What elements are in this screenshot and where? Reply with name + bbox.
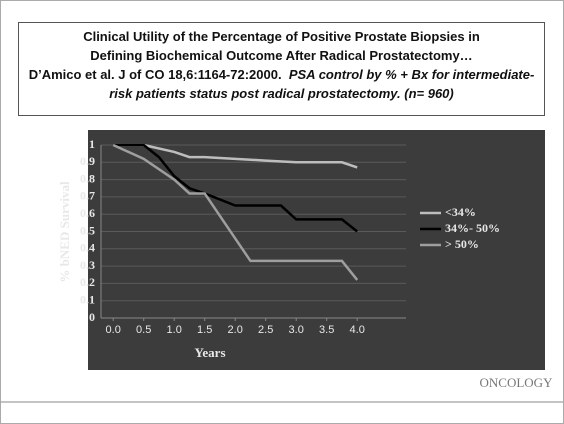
y-tick-label: 1 bbox=[89, 137, 95, 151]
y-tick-label: 0.4 bbox=[80, 241, 95, 255]
note: PSA control by % + Bx for intermediate-r… bbox=[109, 67, 535, 101]
y-tick-label: 0.5 bbox=[80, 223, 95, 237]
x-tick-label: 1.0 bbox=[167, 324, 182, 336]
series-line bbox=[112, 143, 359, 281]
y-axis-label: % bNED Survival bbox=[57, 181, 72, 283]
x-tick-label: 2.5 bbox=[258, 324, 273, 336]
y-tick-label: 0.8 bbox=[80, 171, 95, 185]
logo: ONCOLOGY bbox=[480, 375, 554, 390]
y-tick-label: 0.7 bbox=[80, 189, 95, 203]
y-tick-label: 0.9 bbox=[80, 154, 95, 168]
y-tick-label: 0 bbox=[89, 310, 95, 324]
legend-label: 34%- 50% bbox=[445, 221, 500, 235]
title-line: Clinical Utility of the Percentage of Po… bbox=[83, 29, 480, 44]
x-tick-label: 0.0 bbox=[106, 324, 121, 336]
subtitle: D’Amico et al. J of CO 18,6:1164-72:2000… bbox=[28, 67, 282, 82]
series-line bbox=[113, 143, 358, 169]
chart-panel bbox=[88, 130, 545, 370]
citation: D’Amico et al. J of CO 18,6:1164-72:2000… bbox=[19, 65, 544, 103]
x-tick-label: 0.5 bbox=[136, 324, 151, 336]
x-tick-label: 2.0 bbox=[228, 324, 243, 336]
x-tick-label: 1.5 bbox=[197, 324, 212, 336]
y-tick-label: 0.1 bbox=[80, 292, 95, 306]
x-tick-label: 3.0 bbox=[289, 324, 304, 336]
y-tick-label: 0.6 bbox=[80, 206, 95, 220]
legend-label: > 50% bbox=[445, 237, 479, 251]
title-line: Defining Biochemical Outcome After Radic… bbox=[90, 48, 473, 63]
header-box: Clinical Utility of the Percentage of Po… bbox=[18, 22, 545, 116]
x-tick-label: 3.5 bbox=[319, 324, 334, 336]
y-tick-label: 0.2 bbox=[80, 275, 95, 289]
x-tick-label: 4.0 bbox=[350, 324, 365, 336]
x-axis-label: Years bbox=[194, 345, 225, 360]
legend-label: <34% bbox=[445, 205, 476, 219]
y-tick-label: 0.3 bbox=[80, 258, 95, 272]
